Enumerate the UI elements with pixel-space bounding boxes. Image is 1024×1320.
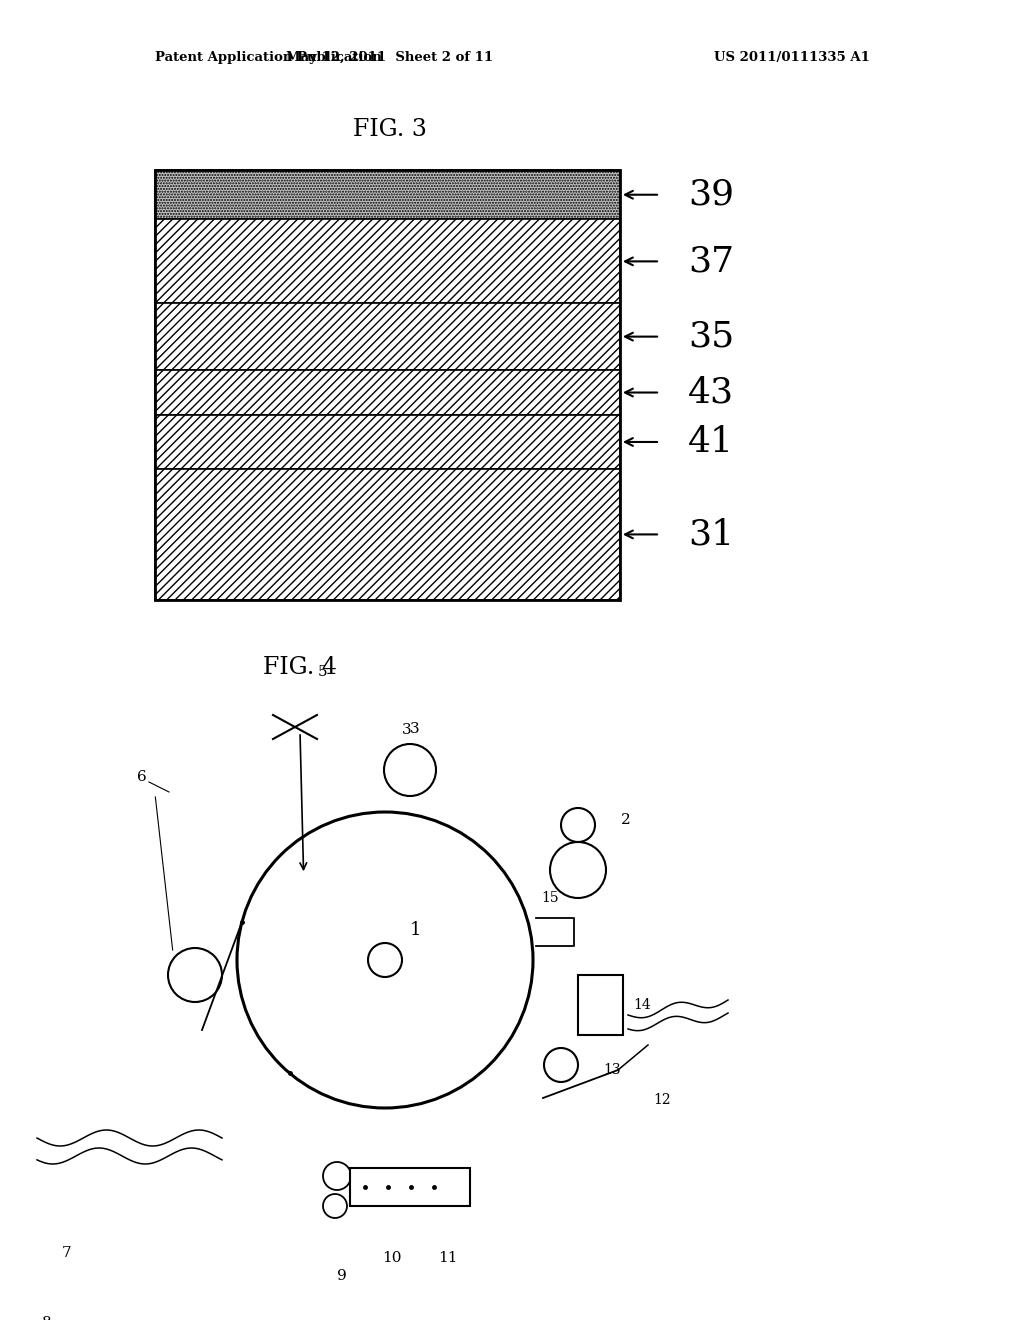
Text: 1: 1 — [410, 921, 421, 939]
Text: Patent Application Publication: Patent Application Publication — [155, 51, 382, 65]
Text: 13: 13 — [603, 1063, 621, 1077]
Bar — [155, 170, 620, 601]
Text: 11: 11 — [438, 1251, 458, 1265]
Text: 37: 37 — [688, 244, 734, 279]
Bar — [155, 469, 620, 601]
Text: 12: 12 — [653, 1093, 671, 1107]
Text: 6: 6 — [137, 770, 146, 784]
Text: 3: 3 — [411, 722, 420, 737]
Bar — [350, 1168, 470, 1206]
Text: FIG. 4: FIG. 4 — [263, 656, 337, 680]
Bar — [155, 219, 620, 304]
Text: 39: 39 — [688, 178, 734, 211]
Text: 41: 41 — [688, 425, 734, 459]
Text: 31: 31 — [688, 517, 734, 552]
Text: May 12, 2011  Sheet 2 of 11: May 12, 2011 Sheet 2 of 11 — [287, 51, 494, 65]
Bar — [155, 170, 620, 219]
Text: 9: 9 — [337, 1269, 347, 1283]
Text: FIG. 3: FIG. 3 — [353, 119, 427, 141]
Text: 7: 7 — [62, 1246, 72, 1261]
Text: 43: 43 — [688, 375, 734, 409]
Text: 3: 3 — [402, 723, 412, 737]
Text: US 2011/0111335 A1: US 2011/0111335 A1 — [714, 51, 870, 65]
Bar — [578, 975, 623, 1035]
Bar — [155, 304, 620, 370]
Text: 15: 15 — [541, 891, 559, 906]
Bar — [155, 414, 620, 469]
Text: 14: 14 — [633, 998, 650, 1012]
Text: 35: 35 — [688, 319, 734, 354]
Text: 2: 2 — [622, 813, 631, 828]
Text: 8: 8 — [42, 1316, 52, 1320]
Bar — [155, 370, 620, 414]
Text: 5: 5 — [318, 665, 328, 678]
Text: 10: 10 — [382, 1251, 401, 1265]
